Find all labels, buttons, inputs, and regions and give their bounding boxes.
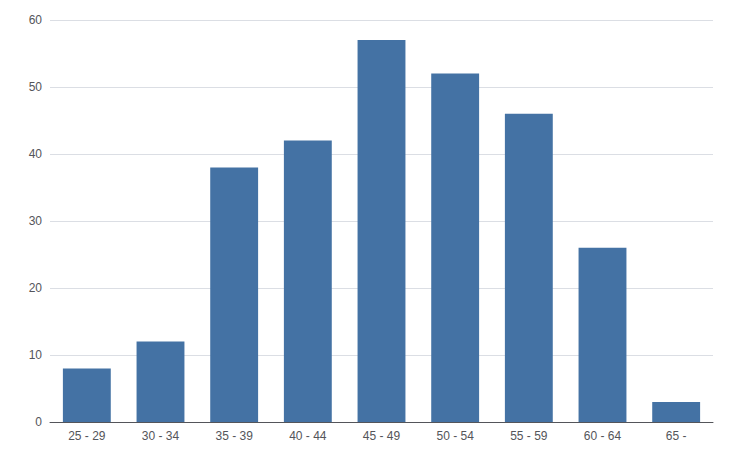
svg-text:40 - 44: 40 - 44 [289, 429, 327, 443]
svg-text:25 - 29: 25 - 29 [68, 429, 106, 443]
svg-text:50: 50 [29, 80, 43, 94]
svg-text:30 - 34: 30 - 34 [142, 429, 180, 443]
svg-text:40: 40 [29, 147, 43, 161]
svg-text:35 - 39: 35 - 39 [215, 429, 253, 443]
svg-text:55 - 59: 55 - 59 [510, 429, 548, 443]
svg-text:30: 30 [29, 214, 43, 228]
svg-text:60 - 64: 60 - 64 [584, 429, 622, 443]
svg-text:60: 60 [29, 13, 43, 27]
svg-text:10: 10 [29, 348, 43, 362]
svg-text:20: 20 [29, 281, 43, 295]
svg-text:50 - 54: 50 - 54 [436, 429, 474, 443]
svg-text:45 - 49: 45 - 49 [363, 429, 401, 443]
svg-text:65 -: 65 - [666, 429, 687, 443]
svg-text:0: 0 [35, 415, 42, 429]
